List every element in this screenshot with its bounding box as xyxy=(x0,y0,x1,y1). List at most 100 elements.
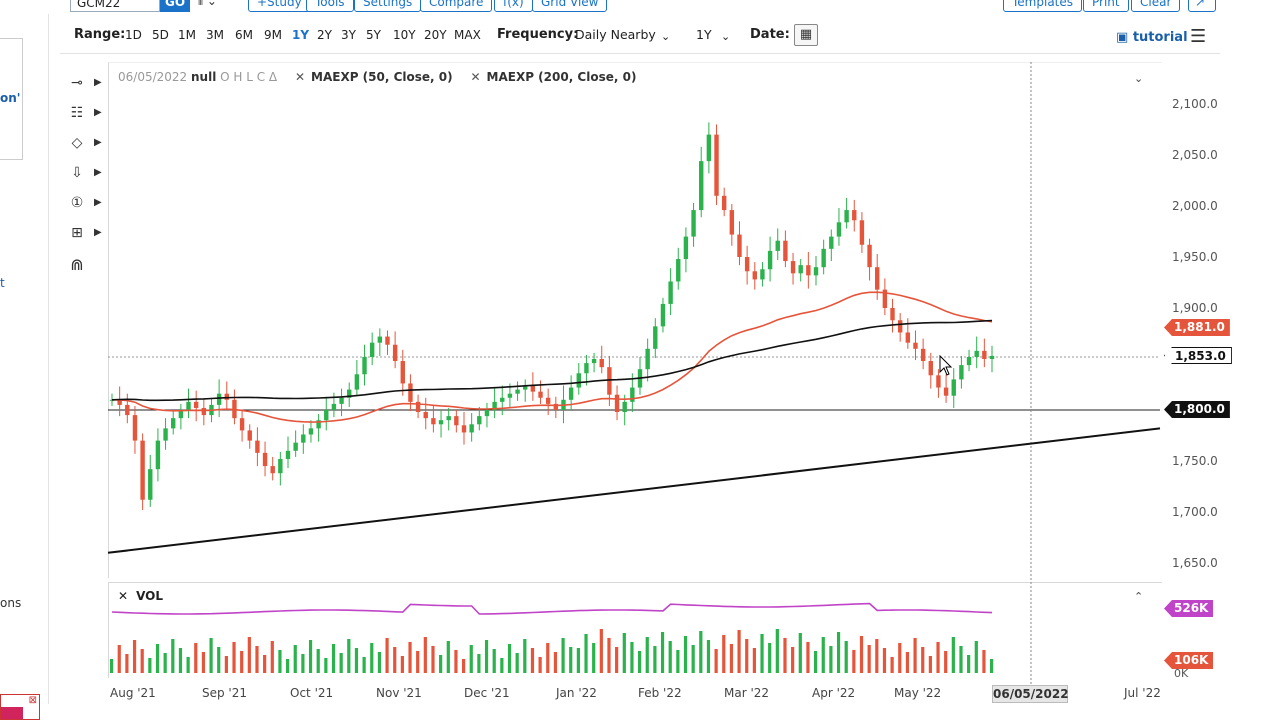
legend-ma200: MAEXP (200, Close, 0) xyxy=(486,70,637,84)
chevron-right-icon[interactable]: ▶ xyxy=(94,77,102,88)
price-axis-label: 1,950.0 xyxy=(1172,250,1218,264)
chart-type-dropdown[interactable]: ⫴ ⌄ xyxy=(198,0,217,9)
expand-chevron-icon[interactable]: ⌃ xyxy=(1134,590,1144,603)
left-panel-text: ons xyxy=(0,596,22,610)
frequency-select[interactable]: Daily Nearby xyxy=(575,27,656,42)
number-marker-icon: ① xyxy=(70,195,84,211)
date-label: Date: xyxy=(750,27,790,42)
range-5d[interactable]: 5D xyxy=(152,28,169,42)
range-1y[interactable]: 1Y xyxy=(292,28,310,42)
volume-legend: ✕ VOL xyxy=(118,589,163,603)
fibonacci-icon: ☷ xyxy=(70,105,84,121)
chevron-right-icon[interactable]: ▶ xyxy=(94,197,102,208)
study-button[interactable]: +Study xyxy=(248,0,311,12)
crosshair-icon: ⊸ xyxy=(71,75,83,91)
collapse-chevron-icon[interactable]: ⌄ xyxy=(1134,72,1144,85)
print-button[interactable]: Print xyxy=(1083,0,1129,12)
go-button[interactable]: GO xyxy=(160,0,190,12)
close-ad-icon[interactable]: ⊠ xyxy=(28,695,37,706)
symbol-input[interactable]: GCM22 xyxy=(70,0,160,12)
function-button[interactable]: f(x) xyxy=(494,0,533,12)
range-5y[interactable]: 5Y xyxy=(366,28,381,42)
annotation-tool[interactable]: ① ▶ xyxy=(66,195,106,217)
time-axis-label: Nov '21 xyxy=(376,686,422,700)
calendar-button[interactable]: ▦ xyxy=(794,24,818,46)
period-select[interactable]: 1Y xyxy=(696,27,712,42)
expand-button[interactable]: ↗ xyxy=(1188,0,1216,12)
range-3y[interactable]: 3Y xyxy=(341,28,356,42)
expand-icon: ↗ xyxy=(1195,0,1206,9)
hamburger-menu-icon[interactable]: ☰ xyxy=(1190,26,1207,47)
range-3m[interactable]: 3M xyxy=(206,28,224,42)
range-9m[interactable]: 9M xyxy=(264,28,282,42)
remove-study-icon[interactable]: ✕ xyxy=(470,70,481,84)
price-axis-label: 2,000.0 xyxy=(1172,199,1218,213)
range-10y[interactable]: 10Y xyxy=(393,28,416,42)
shape-tool[interactable]: ◇ ▶ xyxy=(66,135,106,157)
crosshair-date-tag: 06/05/2022 xyxy=(992,685,1069,703)
measure-tool[interactable]: ⊞ ▶ xyxy=(66,225,106,247)
legend-ma50: MAEXP (50, Close, 0) xyxy=(311,70,453,84)
shape-icon: ◇ xyxy=(71,135,83,151)
volume-axis-label: 0K xyxy=(1174,667,1189,680)
candles-icon: ⫴ xyxy=(198,0,204,8)
calendar-icon: ▦ xyxy=(799,27,813,42)
ad-banner[interactable]: ⊠ xyxy=(0,694,40,720)
range-label: Range: xyxy=(74,27,126,42)
measure-icon: ⊞ xyxy=(71,225,83,241)
left-panel-box xyxy=(0,38,23,160)
range-bar: Range: 1D 5D 1M 3M 6M 9M 1Y 2Y 3Y 5Y 10Y 20Y MAX Fre… xyxy=(60,22,1220,54)
remove-study-icon[interactable]: ✕ xyxy=(294,70,306,84)
range-max[interactable]: MAX xyxy=(454,28,481,42)
chevron-right-icon[interactable]: ▶ xyxy=(94,167,102,178)
chevron-right-icon[interactable]: ▶ xyxy=(94,137,102,148)
range-6m[interactable]: 6M xyxy=(235,28,253,42)
chart-legend: 06/05/2022 null O H L C Δ ✕ MAEXP (50, Cl… xyxy=(118,70,636,84)
time-axis-label: Oct '21 xyxy=(290,686,334,700)
time-axis-label: May '22 xyxy=(894,686,942,700)
price-axis-label: 1,900.0 xyxy=(1172,301,1218,315)
arrow-tool[interactable]: ⇩ ▶ xyxy=(66,165,106,187)
tools-button[interactable]: Tools xyxy=(306,0,354,12)
magnet-tool[interactable]: ⋒ xyxy=(66,255,106,277)
volume-chart[interactable] xyxy=(108,582,1162,678)
remove-volume-icon[interactable]: ✕ xyxy=(118,589,129,603)
price-axis-label: 1,650.0 xyxy=(1172,556,1218,570)
range-1d[interactable]: 1D xyxy=(125,28,142,42)
time-axis-label: Feb '22 xyxy=(638,686,682,700)
fibonacci-tool[interactable]: ☷ ▶ xyxy=(66,105,106,127)
price-axis-label: 2,050.0 xyxy=(1172,148,1218,162)
tutorial-label: tutorial xyxy=(1132,30,1188,45)
ma50-price-tag: 1,881.0 xyxy=(1164,319,1230,336)
time-axis-label: Jul '22 xyxy=(1124,686,1161,700)
divider xyxy=(48,14,49,704)
time-axis-label: Apr '22 xyxy=(812,686,856,700)
time-axis-label: Mar '22 xyxy=(724,686,770,700)
chevron-right-icon[interactable]: ▶ xyxy=(94,227,102,238)
range-20y[interactable]: 20Y xyxy=(424,28,447,42)
price-chart[interactable] xyxy=(108,62,1162,578)
time-axis-label: Dec '21 xyxy=(464,686,510,700)
volume-label: VOL xyxy=(136,589,163,603)
time-axis-label: Sep '21 xyxy=(202,686,247,700)
down-arrow-icon: ⇩ xyxy=(71,165,83,181)
tutorial-link[interactable]: ▣ tutorial xyxy=(1116,30,1188,45)
range-2y[interactable]: 2Y xyxy=(317,28,332,42)
chevron-down-icon[interactable]: ⌄ xyxy=(721,30,731,43)
templates-button[interactable]: Templates xyxy=(1003,0,1083,12)
volume-last-tag: 106K xyxy=(1164,652,1214,669)
ad-image xyxy=(1,707,23,719)
price-axis-label: 1,750.0 xyxy=(1172,454,1218,468)
chevron-down-icon[interactable]: ⌄ xyxy=(661,30,671,43)
range-1m[interactable]: 1M xyxy=(178,28,196,42)
compare-button[interactable]: Compare xyxy=(420,0,493,12)
grid-view-button[interactable]: Grid View xyxy=(532,0,608,12)
crosshair-tool[interactable]: ⊸ ▶ xyxy=(66,75,106,97)
settings-button[interactable]: Settings xyxy=(354,0,422,12)
clear-button[interactable]: Clear xyxy=(1131,0,1181,12)
left-panel-text: t xyxy=(0,276,5,290)
chevron-down-icon: ⌄ xyxy=(203,0,217,8)
time-axis-label: Jan '22 xyxy=(556,686,597,700)
chevron-right-icon[interactable]: ▶ xyxy=(94,107,102,118)
legend-ohlc: O H L C Δ xyxy=(220,70,278,84)
